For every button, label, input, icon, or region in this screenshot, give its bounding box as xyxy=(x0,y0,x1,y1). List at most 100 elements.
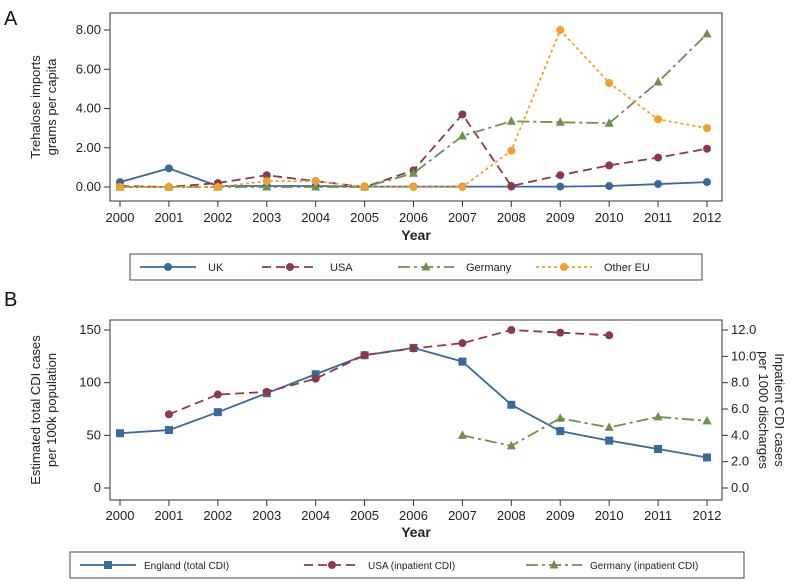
series-england-total-cdi-point xyxy=(458,357,467,366)
series-germany-inpatient-cdi xyxy=(457,411,712,450)
panel-b-series xyxy=(116,326,712,462)
series-germany-point xyxy=(604,118,614,127)
series-usa xyxy=(116,110,711,191)
panel-a-x-tick-label: 2011 xyxy=(644,210,672,225)
panel-b-xlabel: Year xyxy=(401,524,431,540)
legend-swatch-marker xyxy=(421,262,431,271)
series-usa-point xyxy=(262,171,271,180)
series-usa-inpatient-cdi-point xyxy=(458,339,467,348)
series-other-eu-point xyxy=(409,183,418,191)
series-germany-point xyxy=(311,182,321,191)
series-other-eu-point xyxy=(703,124,711,133)
panel-b-left-y-tick-label: 0 xyxy=(94,480,101,495)
series-usa-point xyxy=(458,110,467,119)
panel-b-x-axis: 2000 2001 2002 2003 2004 2005 2006 2007 2008 2009… xyxy=(106,500,722,523)
series-other-eu-point xyxy=(556,26,565,34)
panel-b-right-y-tick-label: 6.0 xyxy=(731,401,749,416)
series-germany-inpatient-cdi-line xyxy=(462,415,708,447)
series-germany-inpatient-cdi-point xyxy=(653,411,663,421)
series-uk-point xyxy=(605,182,614,191)
legend-label: England (total CDI) xyxy=(144,561,229,572)
series-germany-point xyxy=(262,182,272,191)
series-other-eu-point xyxy=(164,183,173,191)
series-germany-inpatient-cdi-point xyxy=(506,440,516,450)
panel-a-x-axis: 2000 2001 2002 2003 2004 2005 2006 2007 2008 2009… xyxy=(106,201,722,225)
panel-b-ylabel-right-line1: Inpatient CDI cases xyxy=(772,353,787,467)
series-germany-point xyxy=(702,28,712,38)
series-usa-point xyxy=(605,161,614,170)
panel-a-plot-frame xyxy=(109,12,723,202)
panel-a-letter: A xyxy=(4,8,18,30)
series-usa-inpatient-cdi-point xyxy=(213,390,222,399)
series-usa-inpatient-cdi-point xyxy=(311,374,320,383)
panel-a-x-tick-label: 2005 xyxy=(350,210,379,225)
legend-swatch-marker xyxy=(286,263,294,271)
panel-b-x-tick-label: 2006 xyxy=(399,508,428,523)
panel-a-x-tick-label: 2000 xyxy=(106,210,135,225)
panel-a-x-tick-label: 2009 xyxy=(546,210,575,225)
series-usa-inpatient-cdi xyxy=(164,326,614,419)
panel-a-ylabel-line2: grams per capita xyxy=(44,58,59,156)
panel-a-x-tick-label: 2010 xyxy=(595,210,624,225)
panel-a-x-tick-label: 2012 xyxy=(693,210,722,225)
series-other-eu-point xyxy=(507,146,516,155)
panel-b-right-y-tick-label: 10.0 xyxy=(731,348,756,363)
series-other-eu-point xyxy=(360,183,369,191)
series-germany-point xyxy=(409,168,418,177)
legend-swatch-marker xyxy=(104,561,112,569)
panel-b-plot-frame xyxy=(109,319,723,501)
panel-a-y-tick-label: 2.00 xyxy=(76,140,101,155)
panel-b-legend-items: England (total CDI) USA (inpatient CDI) Ge… xyxy=(80,560,698,572)
panel-b-x-tick-label: 2012 xyxy=(693,508,722,523)
series-england-total-cdi-point xyxy=(164,426,173,435)
panel-b-x-tick-label: 2000 xyxy=(106,508,135,523)
panel-b-x-tick-label: 2004 xyxy=(301,508,330,523)
panel-b-right-y-tick-label: 4.0 xyxy=(731,427,749,442)
series-germany-point xyxy=(555,117,565,126)
panel-b-x-tick-label: 2002 xyxy=(203,508,232,523)
series-germany-inpatient-cdi-point xyxy=(702,415,712,425)
panel-a-x-tick-label: 2004 xyxy=(301,210,330,225)
legend-item-uk: UK xyxy=(140,262,224,274)
panel-a-x-tick-label: 2007 xyxy=(448,210,477,225)
series-germany-point xyxy=(506,116,516,125)
series-usa-point xyxy=(703,144,711,153)
series-usa-inpatient-cdi-point xyxy=(262,387,271,396)
series-other-eu-point xyxy=(262,177,271,186)
series-germany-point xyxy=(457,130,467,140)
series-uk-point xyxy=(556,182,565,191)
series-other-eu-point xyxy=(605,78,614,87)
panel-b-ylabel-left-line2: per 100k population xyxy=(44,353,59,467)
panel-b-ylabel-right-line2: per 1000 discharges xyxy=(756,351,771,469)
panel-b-x-tick-label: 2009 xyxy=(546,508,575,523)
panel-a-x-tick-label: 2008 xyxy=(497,210,526,225)
series-usa-point xyxy=(556,171,565,180)
panel-b-x-tick-label: 2003 xyxy=(252,508,281,523)
legend-swatch-marker xyxy=(549,560,559,569)
series-england-total-cdi-point xyxy=(654,445,663,454)
legend-label: Germany xyxy=(466,262,512,274)
series-germany-point xyxy=(653,77,663,86)
panel-b-left-y-tick-label: 100 xyxy=(79,375,101,390)
legend-item-usa: USA xyxy=(262,262,353,274)
panel-b-letter: B xyxy=(4,289,17,311)
series-england-total-cdi-point xyxy=(311,370,320,379)
panel-b-legend xyxy=(69,551,745,579)
legend-item-usa-inpatient-cdi: USA (inpatient CDI) xyxy=(304,561,455,572)
series-england-total-cdi-point xyxy=(605,436,614,445)
legend-label: USA xyxy=(330,262,353,274)
panel-a-x-tick-label: 2001 xyxy=(154,210,183,225)
panel-b-x-tick-label: 2010 xyxy=(595,508,624,523)
panel-b-right-y-tick-label: 0.0 xyxy=(731,480,749,495)
series-germany xyxy=(115,28,712,191)
panel-b-x-tick-label: 2008 xyxy=(497,508,526,523)
panel-a-series xyxy=(115,26,712,191)
panel-b-x-tick-label: 2001 xyxy=(154,508,183,523)
series-usa-inpatient-cdi-point xyxy=(360,351,369,360)
series-other-eu xyxy=(116,26,711,191)
panel-a-y-tick-label: 8.00 xyxy=(76,22,101,37)
series-germany-inpatient-cdi-point xyxy=(457,430,467,439)
series-usa-inpatient-cdi-point xyxy=(409,344,418,353)
panel-b-x-tick-label: 2005 xyxy=(350,508,379,523)
